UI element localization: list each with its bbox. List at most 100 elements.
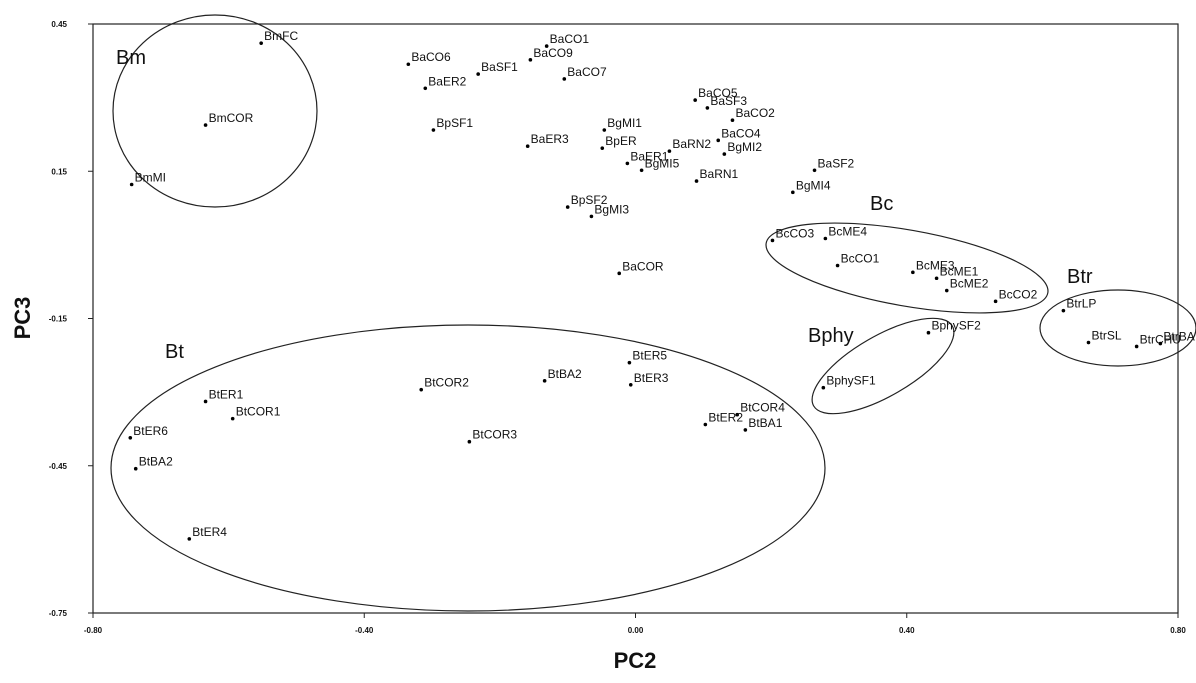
point <box>835 263 840 268</box>
point <box>602 128 607 132</box>
point-label: BgMI1 <box>607 116 642 130</box>
point <box>431 128 436 132</box>
point <box>203 123 208 127</box>
point <box>770 238 775 243</box>
point <box>944 288 949 293</box>
point-label: BpSF1 <box>436 116 473 130</box>
point-label: BcME3 <box>916 258 955 272</box>
y-axis-title: PC3 <box>10 297 35 340</box>
point-label: BaER1 <box>630 149 668 163</box>
point <box>565 205 570 209</box>
group-label: Bc <box>870 193 893 215</box>
point-label: BcME4 <box>828 224 867 238</box>
group-label: Btr <box>1067 266 1093 288</box>
point-label: BaRN2 <box>672 137 711 151</box>
point <box>823 236 828 241</box>
point-label: BtBA2 <box>139 455 173 469</box>
group-ellipse <box>112 14 318 208</box>
point <box>230 416 235 421</box>
point-label: BaSF1 <box>481 60 518 74</box>
y-tick-label: 0.15 <box>51 167 67 176</box>
x-axis-title: PC2 <box>614 648 657 673</box>
point-label: BtER4 <box>192 525 227 539</box>
point-label: BaCO7 <box>567 65 607 79</box>
point-label: BcME1 <box>940 264 979 278</box>
point-label: BaCO1 <box>550 32 590 46</box>
point-label: BtCOR3 <box>472 428 517 442</box>
point-label: BtrCHU <box>1140 332 1181 346</box>
point-label: BaRN1 <box>700 167 739 181</box>
point-label: BtrBA <box>1163 330 1194 344</box>
point <box>693 98 697 102</box>
point-label: BaSF3 <box>710 94 747 108</box>
x-tick-label: -0.40 <box>355 626 374 635</box>
point-label: BmCOR <box>209 111 254 125</box>
point-label: BtrSL <box>1091 329 1121 343</box>
point <box>1086 340 1091 345</box>
point-label: BtBA1 <box>748 416 782 430</box>
point <box>627 360 632 365</box>
point-label: BgMI3 <box>594 202 629 216</box>
point-label: BpER <box>605 134 637 148</box>
point <box>743 428 748 432</box>
point <box>1061 308 1066 313</box>
point <box>419 387 424 392</box>
point-label: BmFC <box>264 29 298 43</box>
point-label: BaCO6 <box>411 50 451 64</box>
point <box>667 149 672 153</box>
y-tick-label: 0.45 <box>51 20 67 29</box>
point <box>203 399 208 404</box>
point <box>476 72 480 76</box>
point-label: BcCO2 <box>999 287 1038 301</box>
point <box>467 439 472 444</box>
point-label: BaER2 <box>428 74 466 88</box>
point-label: BpSF2 <box>571 193 608 207</box>
point-label: BtER2 <box>708 411 743 425</box>
point-label: BaCO5 <box>698 86 738 100</box>
point-label: BgMI5 <box>645 156 680 170</box>
group-label: Bphy <box>808 325 854 347</box>
x-tick-label: 0.40 <box>899 626 915 635</box>
x-tick-label: -0.80 <box>84 626 103 635</box>
group-label: Bm <box>116 47 146 69</box>
point <box>617 271 622 276</box>
point <box>128 435 133 440</box>
point-label: BtER3 <box>634 371 669 385</box>
point-label: BphySF1 <box>826 374 876 388</box>
point <box>259 41 263 45</box>
point <box>926 330 931 335</box>
point <box>525 144 530 149</box>
point <box>1158 341 1163 346</box>
point <box>934 276 939 281</box>
group-ellipse <box>1039 289 1196 367</box>
x-tick-label: 0.00 <box>628 626 644 635</box>
point <box>600 146 605 150</box>
point <box>406 62 411 67</box>
point <box>821 385 826 390</box>
point <box>639 168 644 173</box>
point-label: BaCO2 <box>735 106 775 120</box>
point <box>589 214 594 219</box>
point <box>716 138 721 143</box>
y-tick-label: -0.75 <box>49 609 68 618</box>
point <box>705 106 710 110</box>
point <box>129 182 134 187</box>
point-label: BphySF2 <box>931 319 981 333</box>
point-label: BtrLP <box>1066 297 1096 311</box>
point <box>544 44 549 48</box>
point <box>911 270 915 275</box>
group-label: Bt <box>165 341 184 363</box>
point-label: BaSF2 <box>818 156 855 170</box>
point <box>722 152 727 156</box>
point-label: BcCO3 <box>775 226 814 240</box>
point-label: BgMI4 <box>796 178 831 192</box>
point <box>791 190 795 195</box>
point-label: BcCO1 <box>841 251 880 265</box>
point <box>187 537 192 541</box>
point-label: BtCOR1 <box>236 405 281 419</box>
point <box>1134 344 1139 349</box>
point-label: BtER1 <box>209 387 244 401</box>
point-label: BtCOR2 <box>424 376 469 390</box>
point-label: BtER5 <box>632 349 667 363</box>
